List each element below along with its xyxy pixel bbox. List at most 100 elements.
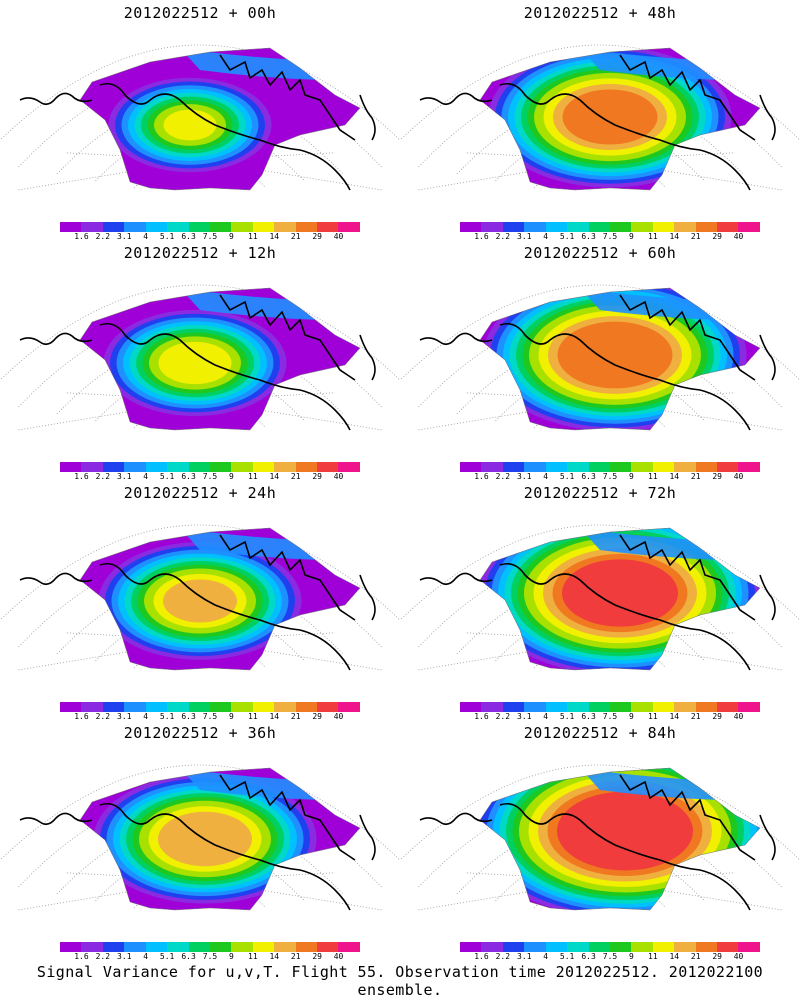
colorbar-tick-label: 21 bbox=[690, 952, 701, 961]
forecast-map bbox=[0, 764, 400, 911]
colorbar-swatch bbox=[60, 942, 82, 952]
colorbar-swatch bbox=[481, 702, 503, 712]
colorbar-tick-label: 29 bbox=[712, 712, 722, 721]
colorbar-tick-label: 6.3 bbox=[581, 712, 596, 721]
colorbar-tick-label: 6.3 bbox=[181, 232, 196, 241]
colorbar-tick-label: 3.1 bbox=[517, 232, 532, 241]
colorbar-swatch bbox=[252, 462, 275, 472]
colorbar-tick-label: 1.6 bbox=[474, 952, 489, 961]
colorbar-tick-label: 40 bbox=[733, 232, 744, 241]
colorbar-tick-label: 11 bbox=[648, 952, 658, 961]
colorbar-swatch bbox=[274, 462, 296, 472]
colorbar-swatch bbox=[338, 222, 360, 232]
colorbar: 1.6 2.2 3.1 4 5.1 6.3 7.5 9 11 14 21 29 40 bbox=[60, 222, 360, 242]
colorbar-tick-label: 14 bbox=[669, 712, 680, 721]
colorbar-tick-label: 7.5 bbox=[602, 712, 618, 721]
colorbar-tick-label: 9 bbox=[229, 232, 234, 241]
forecast-map bbox=[400, 764, 800, 911]
colorbar-tick-label: 7.5 bbox=[602, 952, 618, 961]
colorbar-tick-label: 5.1 bbox=[159, 472, 175, 481]
colorbar-tick-label: 4 bbox=[543, 232, 549, 241]
colorbar-swatch bbox=[460, 702, 482, 712]
forecast-map bbox=[400, 44, 800, 191]
colorbar-tick-label: 11 bbox=[248, 232, 258, 241]
colorbar-swatch bbox=[545, 942, 568, 952]
variance-field bbox=[80, 528, 360, 670]
colorbar-swatch bbox=[738, 462, 760, 472]
colorbar-swatch bbox=[102, 702, 125, 712]
colorbar-tick-label: 14 bbox=[669, 952, 680, 961]
colorbar-swatch bbox=[188, 222, 210, 232]
colorbar-tick-label: 7.5 bbox=[202, 472, 218, 481]
colorbar-swatch bbox=[588, 222, 610, 232]
colorbar-tick-label: 9 bbox=[229, 472, 234, 481]
colorbar-swatch bbox=[481, 462, 503, 472]
colorbar-swatch bbox=[145, 942, 168, 952]
forecast-map bbox=[400, 284, 800, 431]
colorbar-swatch bbox=[209, 462, 232, 472]
colorbar-swatch bbox=[524, 942, 546, 952]
variance-field bbox=[480, 768, 760, 910]
colorbar-swatch bbox=[567, 462, 589, 472]
colorbar-tick-label: 2.2 bbox=[95, 232, 111, 241]
variance-field bbox=[480, 48, 760, 190]
colorbar-tick-label: 1.6 bbox=[474, 712, 489, 721]
colorbar-swatch bbox=[674, 222, 696, 232]
colorbar-swatch bbox=[317, 462, 339, 472]
colorbar-tick-label: 3.1 bbox=[117, 712, 132, 721]
colorbar-tick-label: 21 bbox=[290, 952, 301, 961]
colorbar-tick-label: 5.1 bbox=[559, 952, 575, 961]
colorbar-swatch bbox=[588, 702, 610, 712]
colorbar-swatch bbox=[188, 702, 210, 712]
variance-field bbox=[80, 288, 360, 430]
colorbar-swatch bbox=[60, 222, 82, 232]
colorbar-swatch bbox=[81, 222, 103, 232]
colorbar: 1.6 2.2 3.1 4 5.1 6.3 7.5 9 11 14 21 29 40 bbox=[460, 942, 760, 962]
colorbar-tick-label: 21 bbox=[290, 232, 301, 241]
colorbar-tick-label: 29 bbox=[712, 472, 722, 481]
colorbar-swatch bbox=[609, 222, 632, 232]
colorbar-swatch bbox=[588, 942, 610, 952]
colorbar-tick-label: 6.3 bbox=[181, 712, 196, 721]
colorbar-tick-label: 40 bbox=[733, 952, 744, 961]
coastlines bbox=[419, 774, 776, 911]
colorbar-swatch bbox=[145, 702, 168, 712]
colorbar-tick-label: 40 bbox=[333, 472, 344, 481]
colorbar-swatch bbox=[209, 942, 232, 952]
colorbar-swatch bbox=[60, 702, 82, 712]
colorbar-tick-label: 4 bbox=[143, 472, 149, 481]
colorbar-swatch bbox=[209, 702, 232, 712]
colorbar-swatch bbox=[231, 702, 253, 712]
colorbar-tick-label: 4 bbox=[143, 232, 149, 241]
colorbar-swatch bbox=[738, 942, 760, 952]
colorbar-tick-label: 2.2 bbox=[95, 952, 111, 961]
colorbar: 1.6 2.2 3.1 4 5.1 6.3 7.5 9 11 14 21 29 40 bbox=[460, 702, 760, 722]
map-panel: 2012022512 + 84h 1.6 2.2 3.1 4 5.1 6.3 7.5 9 11 14… bbox=[400, 720, 800, 962]
colorbar-swatch bbox=[545, 462, 568, 472]
colorbar-swatch bbox=[567, 942, 589, 952]
panel-title: 2012022512 + 84h bbox=[523, 724, 677, 742]
colorbar-tick-label: 4 bbox=[143, 952, 149, 961]
colorbar-swatch bbox=[524, 462, 546, 472]
forecast-map bbox=[0, 44, 400, 191]
colorbar-swatch bbox=[188, 942, 210, 952]
colorbar-swatch bbox=[631, 462, 653, 472]
map-panel: 2012022512 + 72h 1.6 2.2 3.1 4 5.1 6.3 7.5 9 11 14… bbox=[400, 480, 800, 722]
variance-field bbox=[480, 288, 760, 430]
colorbar-swatch bbox=[609, 462, 632, 472]
colorbar-swatch bbox=[652, 462, 675, 472]
colorbar-tick-label: 2.2 bbox=[495, 472, 511, 481]
colorbar-tick-label: 5.1 bbox=[559, 712, 575, 721]
colorbar-tick-label: 14 bbox=[669, 472, 680, 481]
colorbar-tick-label: 11 bbox=[648, 472, 658, 481]
colorbar-tick-label: 21 bbox=[690, 232, 701, 241]
colorbar-swatch bbox=[167, 462, 189, 472]
colorbar-tick-label: 4 bbox=[543, 472, 549, 481]
colorbar-swatch bbox=[631, 222, 653, 232]
colorbar-tick-label: 4 bbox=[143, 712, 149, 721]
colorbar: 1.6 2.2 3.1 4 5.1 6.3 7.5 9 11 14 21 29 40 bbox=[60, 462, 360, 482]
colorbar-swatch bbox=[717, 942, 739, 952]
colorbar-tick-label: 40 bbox=[733, 472, 744, 481]
coastlines bbox=[419, 534, 776, 671]
colorbar-tick-label: 40 bbox=[333, 712, 344, 721]
